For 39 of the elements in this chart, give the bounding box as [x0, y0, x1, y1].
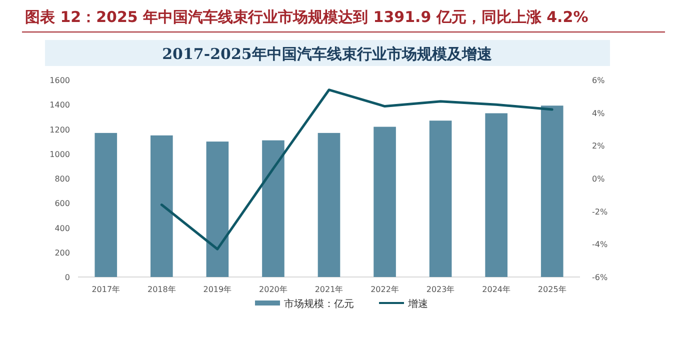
bar: [318, 132, 340, 277]
x-tick-label: 2020年: [259, 285, 288, 294]
bar: [485, 113, 508, 277]
y-tick-label: 600: [54, 199, 70, 208]
y-tick-label: 1400: [50, 100, 70, 110]
bar: [374, 126, 396, 277]
y2-tick-label: 0%: [592, 174, 606, 184]
y-tick-label: 800: [54, 174, 70, 184]
y-tick-label: 1000: [50, 150, 70, 159]
legend-label: 增速: [407, 298, 428, 310]
y2-tick-label: -2%: [592, 207, 608, 216]
y-tick-label: 1600: [50, 76, 70, 85]
bar: [429, 120, 452, 277]
y2-tick-label: 2%: [592, 142, 606, 151]
y2-tick-label: 4%: [592, 108, 606, 118]
bar: [206, 142, 229, 277]
x-tick-label: 2023年: [426, 285, 455, 294]
bar: [262, 140, 284, 277]
chart-subtitle: 2017-2025年中国汽车线束行业市场规模及增速: [162, 45, 493, 63]
x-tick-label: 2017年: [92, 285, 120, 294]
y-tick-label: 1200: [50, 125, 70, 134]
line-series: [160, 88, 554, 250]
y2-tick-label: -4%: [592, 240, 608, 250]
bar: [150, 135, 173, 277]
x-tick-label: 2022年: [370, 285, 399, 294]
y-tick-label: 400: [54, 224, 70, 233]
bar: [94, 132, 118, 277]
y-tick-label: 0: [64, 273, 70, 282]
y2-tick-label: -6%: [592, 273, 608, 282]
x-tick-label: 2019年: [203, 285, 232, 294]
chart-title: 图表 12：2025 年中国汽车线束行业市场规模达到 1391.9 亿元，同比上涨 4.2%: [25, 8, 588, 26]
bar: [540, 106, 564, 277]
x-tick-label: 2024年: [482, 285, 511, 294]
x-tick-label: 2025年: [538, 285, 566, 294]
y2-tick-label: 6%: [592, 76, 606, 85]
x-tick-label: 2018年: [147, 285, 176, 294]
y-tick-label: 200: [54, 248, 70, 258]
legend-label: 市场规模：亿元: [284, 298, 354, 310]
x-tick-label: 2021年: [314, 285, 344, 294]
